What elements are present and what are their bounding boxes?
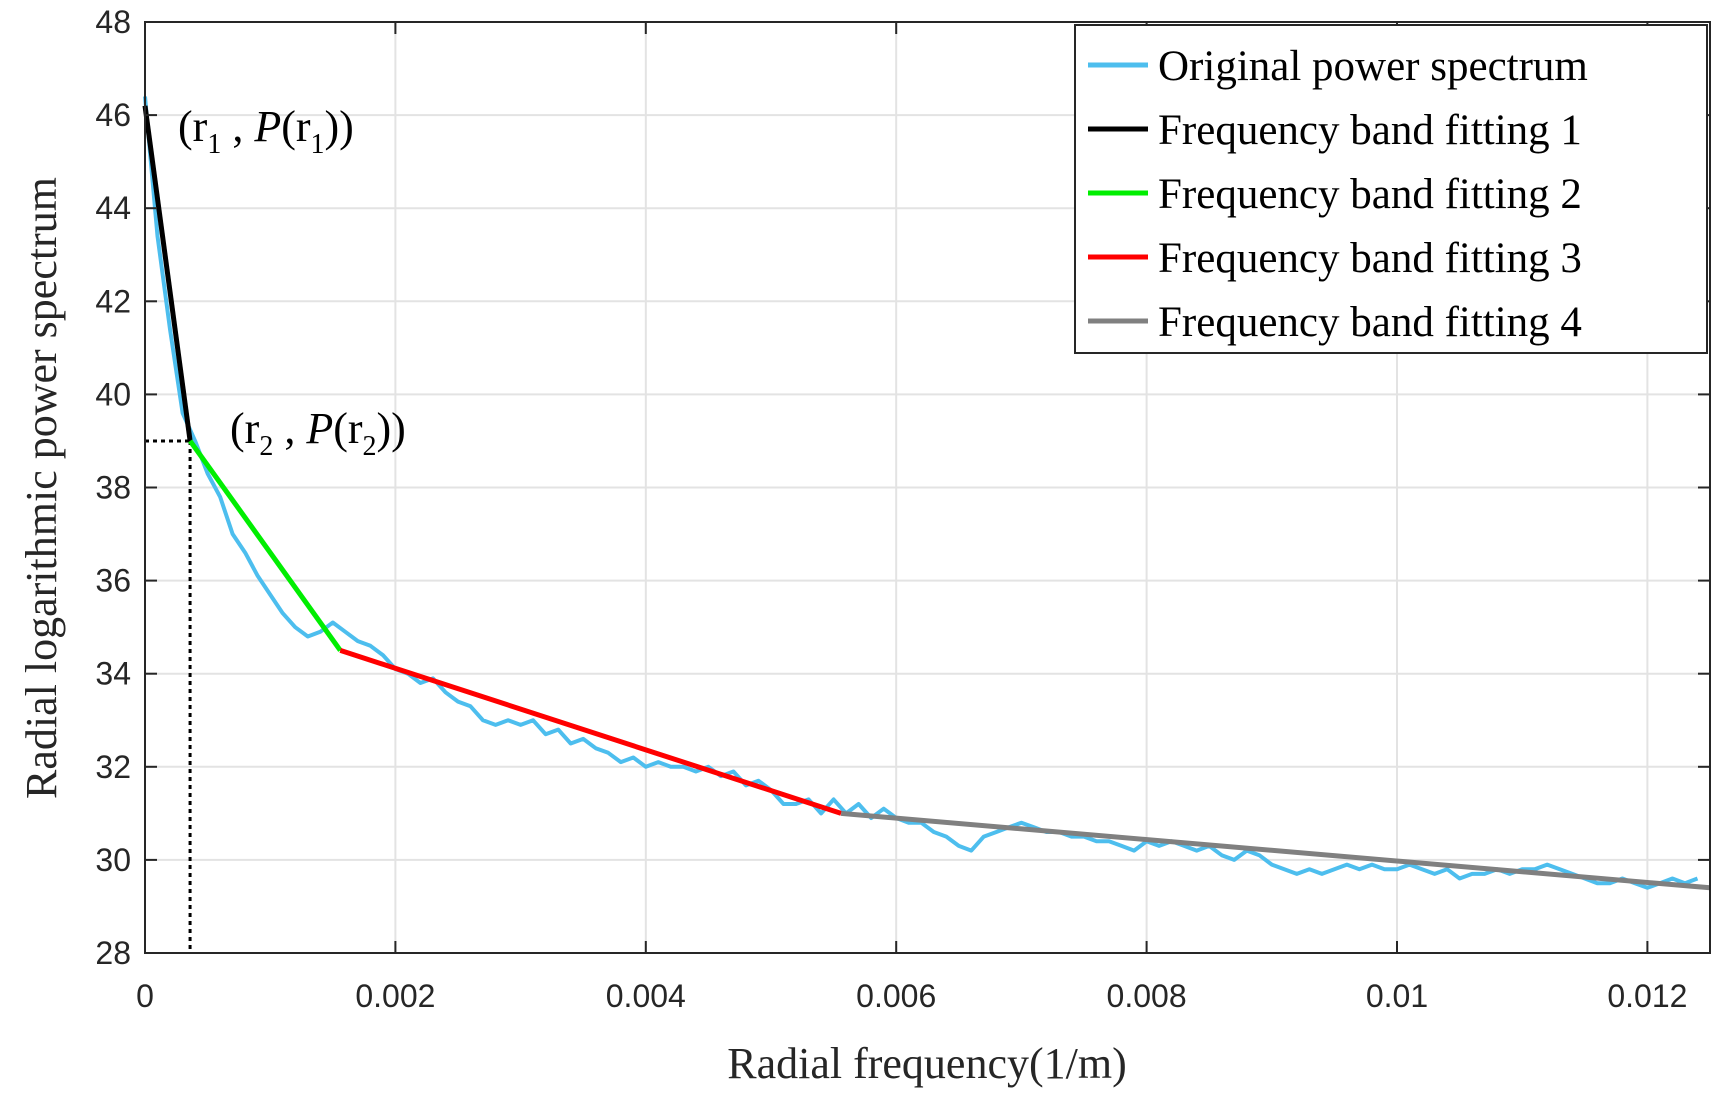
legend: Original power spectrum Frequency band f… [1074,24,1708,354]
legend-label-fitting-1: Frequency band fitting 1 [1158,107,1582,154]
tick-group: 0 0.002 0.004 0.006 0.008 0.01 0.012 28 30 32 34 36… [95,4,1710,1014]
x-axis-title: Radial frequency(1/m) [727,1039,1127,1088]
x-tick-label: 0.004 [606,978,686,1014]
y-tick-label: 42 [95,283,131,319]
legend-label-fitting-2: Frequency band fitting 2 [1158,171,1582,218]
y-tick-label: 46 [95,97,131,133]
x-tick-label: 0.01 [1366,978,1428,1014]
y-tick-label: 30 [95,842,131,878]
series-fitting-2 [188,439,343,652]
x-tick-label: 0.008 [1107,978,1187,1014]
series-group [142,96,1711,891]
x-tick-label: 0 [136,978,154,1014]
y-tick-label: 28 [95,935,131,971]
series-fitting-1 [142,105,193,442]
y-tick-label: 44 [95,190,131,226]
legend-label-fitting-3: Frequency band fitting 3 [1158,235,1582,282]
series-fitting-4 [840,810,1711,891]
series-fitting-3 [339,648,842,816]
legend-box [1074,24,1708,354]
x-tick-label: 0.012 [1607,978,1687,1014]
legend-label-fitting-4: Frequency band fitting 4 [1158,299,1582,346]
y-tick-label: 34 [95,656,131,692]
y-tick-label: 38 [95,470,131,506]
y-axis-title: Radial logarithmic power spectrum [17,177,66,799]
annotation-r2: (r2 , P(r2)) [230,404,406,462]
legend-label-original: Original power spectrum [1158,43,1588,90]
x-tick-label: 0.002 [355,978,435,1014]
reference-dotted-lines [145,439,192,953]
x-tick-label: 0.006 [856,978,936,1014]
y-tick-label: 32 [95,749,131,785]
y-tick-label: 40 [95,376,131,412]
y-tick-label: 36 [95,563,131,599]
annotation-r1: (r1 , P(r1)) [178,102,354,160]
y-tick-label: 48 [95,4,131,40]
